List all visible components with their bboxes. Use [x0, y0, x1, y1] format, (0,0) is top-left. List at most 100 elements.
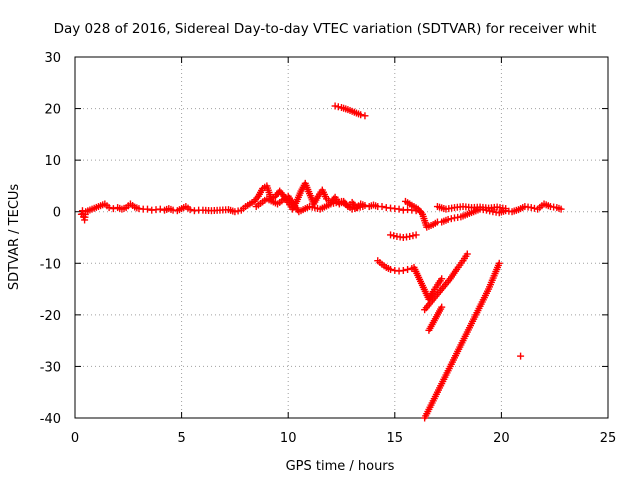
data-point [427, 221, 435, 229]
chart-title: Day 028 of 2016, Sidereal Day-to-day VTE… [54, 21, 597, 37]
data-point [175, 206, 183, 214]
data-point [458, 339, 466, 347]
data-point [471, 313, 479, 321]
data-point [396, 233, 404, 241]
y-tick-label: 20 [44, 103, 61, 118]
data-point [403, 233, 411, 241]
y-tick-label: 10 [44, 154, 61, 169]
data-point [395, 205, 403, 213]
data-point [555, 204, 563, 212]
data-point [432, 390, 440, 398]
data-point [468, 209, 476, 217]
data-point [325, 201, 333, 209]
data-point [253, 194, 261, 202]
data-point [305, 188, 313, 196]
data-point [356, 203, 364, 211]
grid-lines [75, 57, 608, 418]
data-point [447, 215, 455, 223]
data-point [445, 277, 453, 285]
data-point [99, 201, 107, 209]
x-tick-label: 5 [177, 431, 185, 446]
data-point [313, 194, 321, 202]
data-point [167, 205, 175, 213]
data-point [372, 202, 380, 210]
data-point [335, 198, 343, 206]
data-point [404, 265, 412, 273]
data-point [109, 205, 117, 213]
data-point [120, 204, 128, 212]
data-point [355, 110, 363, 118]
data-point [331, 102, 339, 110]
data-point [461, 211, 469, 219]
data-point [425, 300, 433, 308]
data-point [279, 191, 287, 199]
data-point [412, 231, 420, 239]
x-tick-label: 10 [280, 431, 297, 446]
data-point [390, 232, 398, 240]
data-point [544, 202, 552, 210]
data-point [512, 206, 520, 214]
data-point [454, 213, 462, 221]
axis-ticks: 0 5 10 15 20 25 -40 -30 -20 -10 0 10 20 30 [40, 51, 617, 446]
data-point [437, 305, 445, 313]
data-point [484, 287, 492, 295]
x-tick-label: 15 [387, 431, 404, 446]
data-point [464, 326, 472, 334]
data-point [432, 283, 440, 291]
data-point [439, 377, 447, 385]
data-point [452, 352, 460, 360]
x-axis-label: GPS time / hours [286, 459, 395, 474]
x-tick-label: 20 [493, 431, 510, 446]
data-point [234, 207, 242, 215]
data-point [438, 284, 446, 292]
data-point [432, 313, 440, 321]
data-point [378, 203, 386, 211]
plot-frame [74, 56, 609, 419]
data-point [380, 262, 388, 270]
data-point [346, 204, 354, 212]
x-tick-label: 25 [600, 431, 617, 446]
data-point [409, 232, 417, 240]
data-point [103, 202, 111, 210]
data-point [431, 219, 439, 227]
data-point [538, 202, 546, 210]
data-point [399, 267, 407, 275]
data-point [133, 204, 141, 212]
data-point [156, 205, 164, 213]
y-tick-label: 0 [53, 206, 61, 221]
data-point [184, 204, 192, 212]
data-point [457, 259, 465, 267]
data-point [477, 300, 485, 308]
data-point [530, 204, 538, 212]
y-tick-label: -30 [40, 360, 61, 375]
data-point [462, 252, 470, 260]
data-point [448, 204, 456, 212]
data-point [348, 107, 356, 115]
y-tick-label: -40 [40, 412, 61, 427]
data-point [296, 189, 304, 197]
y-tick-label: -10 [40, 257, 61, 272]
data-point [248, 199, 256, 207]
data-point [412, 204, 420, 212]
data-point [517, 352, 525, 360]
x-tick-label: 0 [71, 431, 79, 446]
data-point [408, 201, 416, 209]
y-tick-label: 30 [44, 51, 61, 66]
data-point [445, 365, 453, 373]
data-point [322, 193, 330, 201]
data-point [143, 205, 151, 213]
data-point [387, 231, 395, 239]
data-point [428, 321, 436, 329]
data-point [442, 216, 450, 224]
data-points [77, 102, 565, 422]
data-point [342, 105, 350, 113]
y-tick-label: -20 [40, 309, 61, 324]
data-point [432, 292, 440, 300]
data-point [436, 277, 444, 285]
data-point [376, 259, 384, 267]
data-point [244, 201, 252, 209]
data-point [417, 209, 425, 217]
data-point [426, 403, 434, 411]
data-point [81, 210, 89, 218]
